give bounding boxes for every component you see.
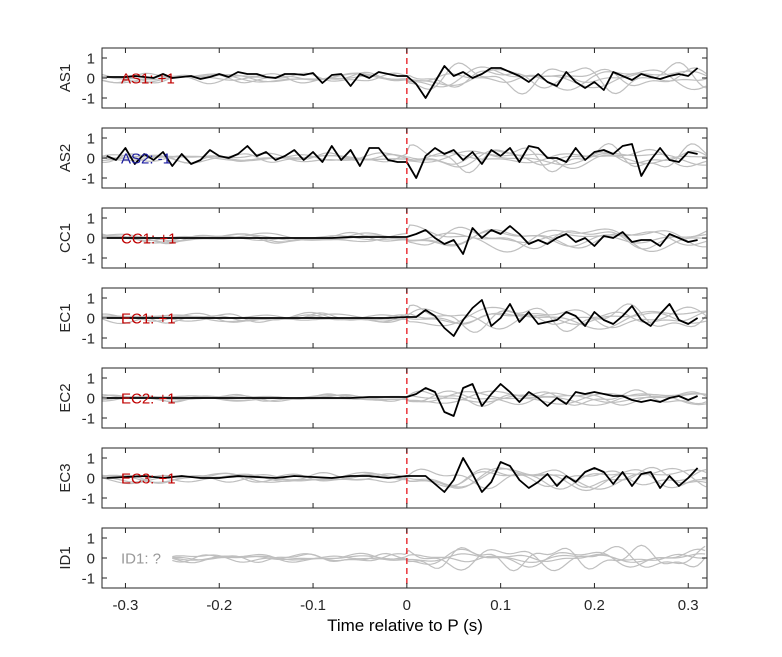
y-axis-label: EC3 xyxy=(57,463,74,492)
x-tick-label: -0.3 xyxy=(113,597,139,614)
y-tick-label: 1 xyxy=(87,51,95,68)
background-traces xyxy=(102,466,707,492)
background-traces xyxy=(102,61,707,95)
y-tick-label: 1 xyxy=(87,451,95,468)
x-axis: -0.3 -0.2 -0.1 0 0.1 0.2 0.3 xyxy=(113,597,699,614)
x-tick-label: 0.3 xyxy=(678,597,699,614)
x-axis-label: Time relative to P (s) xyxy=(327,616,483,635)
y-tick-label: -1 xyxy=(82,571,95,588)
polarity-annotation: EC1: +1 xyxy=(121,311,176,328)
x-tick-label: 0 xyxy=(403,597,411,614)
background-trace xyxy=(102,311,707,325)
y-axis-label: AS1 xyxy=(57,64,74,92)
background-trace xyxy=(172,545,706,572)
y-tick-label: 0 xyxy=(87,471,95,488)
polarity-annotation: EC3: +1 xyxy=(121,471,176,488)
y-tick-label: 0 xyxy=(87,391,95,408)
y-tick-label: 0 xyxy=(87,311,95,328)
y-axis-label: EC1 xyxy=(57,303,74,332)
waveform-trace xyxy=(106,65,699,99)
background-traces xyxy=(172,544,706,572)
y-tick-label: 0 xyxy=(87,231,95,248)
polarity-annotation: EC2: +1 xyxy=(121,391,176,408)
background-traces xyxy=(102,142,707,174)
polarity-annotation: AS1: +1 xyxy=(121,71,175,88)
background-trace xyxy=(172,548,706,568)
waveform-trace xyxy=(106,457,699,493)
background-trace xyxy=(102,148,707,170)
panel-id1: 1 0 -1 ID1 ID1: ? xyxy=(57,527,708,589)
y-tick-label: 1 xyxy=(87,371,95,388)
panel-ec3: 1 0 -1 EC3 EC3: +1 xyxy=(57,447,708,509)
panel-as1: 1 0 -1 AS1 AS1: +1 xyxy=(57,47,708,109)
panels: 1 0 -1 AS1 AS1: +1 1 0 -1 AS2 AS2: -1 1 0 -1 CC1 CC1: … xyxy=(57,47,708,589)
background-trace xyxy=(172,544,706,572)
y-tick-label: 0 xyxy=(87,71,95,88)
y-tick-label: -1 xyxy=(82,91,95,108)
y-tick-label: -1 xyxy=(82,491,95,508)
polarity-annotation: ID1: ? xyxy=(121,551,161,568)
background-trace xyxy=(102,466,707,490)
y-tick-label: 1 xyxy=(87,131,95,148)
x-tick-label: -0.1 xyxy=(300,597,326,614)
background-trace xyxy=(102,67,707,89)
panel-as2: 1 0 -1 AS2 AS2: -1 xyxy=(57,127,708,189)
y-axis-label: EC2 xyxy=(57,383,74,412)
y-tick-label: 0 xyxy=(87,551,95,568)
y-tick-label: 1 xyxy=(87,291,95,308)
y-tick-label: -1 xyxy=(82,331,95,348)
y-tick-label: 1 xyxy=(87,531,95,548)
y-axis-label: AS2 xyxy=(57,144,74,172)
y-tick-label: -1 xyxy=(82,411,95,428)
y-tick-label: -1 xyxy=(82,251,95,268)
y-tick-label: 0 xyxy=(87,151,95,168)
panel-ec2: 1 0 -1 EC2 EC2: +1 xyxy=(57,367,708,429)
x-tick-label: 0.1 xyxy=(490,597,511,614)
background-trace xyxy=(102,73,707,84)
background-trace xyxy=(102,306,707,330)
waveform-trace xyxy=(106,299,699,337)
panel-cc1: 1 0 -1 CC1 CC1: +1 xyxy=(57,207,708,269)
polarity-annotation: CC1: +1 xyxy=(121,231,176,248)
panel-ec1: 1 0 -1 EC1 EC1: +1 xyxy=(57,287,708,349)
waveform-trace xyxy=(106,225,698,255)
y-tick-label: -1 xyxy=(82,171,95,188)
x-tick-label: 0.2 xyxy=(584,597,605,614)
y-tick-label: 1 xyxy=(87,211,95,228)
y-axis-label: CC1 xyxy=(57,223,74,253)
polarity-annotation: AS2: -1 xyxy=(121,151,171,168)
x-tick-label: -0.2 xyxy=(206,597,232,614)
y-axis-label: ID1 xyxy=(57,546,74,569)
waveform-trace xyxy=(106,383,698,417)
background-trace xyxy=(172,553,706,563)
waveform-trace xyxy=(106,143,698,179)
